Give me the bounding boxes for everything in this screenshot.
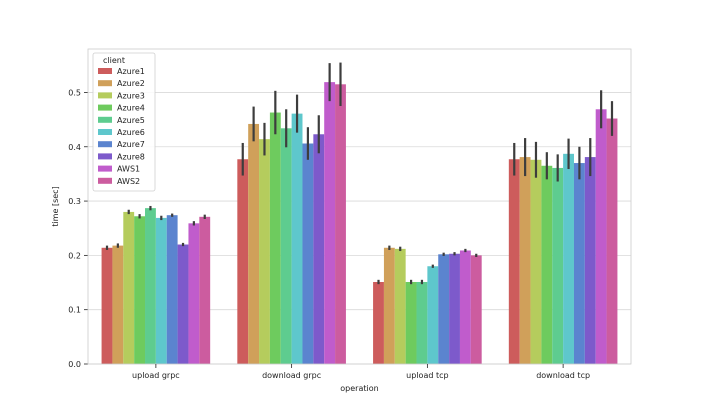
- legend-swatch: [98, 153, 112, 160]
- bar: [595, 109, 607, 364]
- legend-swatch: [98, 104, 112, 111]
- bar: [459, 250, 471, 364]
- legend-swatch: [98, 80, 112, 87]
- plot-frame: [87, 48, 632, 365]
- bar: [449, 253, 460, 364]
- bar: [145, 208, 156, 364]
- legend-label: AWS2: [117, 177, 140, 186]
- legend-label: Azure7: [117, 140, 145, 149]
- y-axis-label: time [sec]: [51, 186, 60, 226]
- legend-label: AWS1: [117, 165, 140, 174]
- legend-swatch: [98, 116, 112, 123]
- bar: [519, 157, 531, 364]
- bars: [101, 62, 618, 365]
- legend-swatch: [98, 129, 112, 135]
- bar: [302, 143, 314, 364]
- bar: [177, 244, 189, 364]
- bar: [259, 139, 270, 364]
- bar: [373, 281, 384, 364]
- bar: [427, 266, 439, 364]
- bar: [573, 163, 585, 364]
- bar: [269, 112, 281, 364]
- y-tick-label: 0.2: [68, 251, 81, 260]
- bar: [313, 134, 325, 364]
- legend-label: Azure1: [117, 67, 145, 76]
- y-tick-label: 0.0: [68, 360, 81, 369]
- legend: client Azure1 Azure2 Azure3 Azure4 Azure5 Azur…: [92, 52, 156, 192]
- bar: [291, 113, 303, 365]
- bar: [416, 281, 428, 364]
- bar: [405, 281, 417, 364]
- bar: [335, 84, 346, 364]
- bar: [155, 217, 167, 364]
- axes: 0.0 0.1 0.2 0.3 0.4 0.5 upload grpc download gr…: [68, 48, 632, 380]
- y-tick-label: 0.4: [68, 143, 81, 152]
- legend-title: client: [103, 56, 125, 65]
- legend-label: Azure8: [117, 152, 145, 161]
- bar: [237, 159, 249, 364]
- x-tick-label: upload grpc: [132, 371, 180, 380]
- x-tick-label: download tcp: [536, 371, 590, 380]
- legend-swatch: [98, 141, 112, 148]
- legend-label: Azure2: [117, 79, 145, 88]
- bar: [383, 247, 395, 364]
- bar: [530, 159, 542, 364]
- legend-swatch: [98, 92, 112, 99]
- bar: [188, 223, 200, 364]
- bar: [541, 165, 553, 364]
- x-tick-label: upload tcp: [406, 371, 448, 380]
- x-axis-label: operation: [340, 384, 378, 393]
- legend-swatch: [98, 177, 112, 184]
- bar: [280, 128, 292, 364]
- bar: [199, 216, 211, 364]
- legend-label: Azure3: [117, 91, 145, 100]
- bar: [134, 216, 146, 364]
- bar: [584, 157, 596, 364]
- y-tick-label: 0.3: [68, 197, 81, 206]
- bar: [470, 255, 482, 364]
- legend-swatch: [98, 68, 112, 74]
- bar: [324, 82, 336, 365]
- bar: [101, 247, 113, 364]
- bar: [112, 245, 124, 364]
- y-tick-label: 0.1: [68, 306, 81, 315]
- legend-label: Azure6: [117, 128, 145, 137]
- bar: [394, 248, 406, 364]
- bar: [563, 153, 574, 364]
- bar: [166, 215, 178, 364]
- bar: [606, 118, 618, 364]
- bar: [438, 254, 450, 364]
- y-tick-label: 0.5: [68, 88, 81, 97]
- bar: [123, 211, 135, 364]
- legend-swatch: [98, 165, 112, 172]
- bar: [552, 167, 564, 364]
- legend-label: Azure5: [117, 116, 145, 125]
- bar: [248, 123, 260, 364]
- bar: [508, 159, 520, 364]
- x-tick-label: download grpc: [262, 371, 321, 380]
- legend-label: Azure4: [117, 104, 145, 113]
